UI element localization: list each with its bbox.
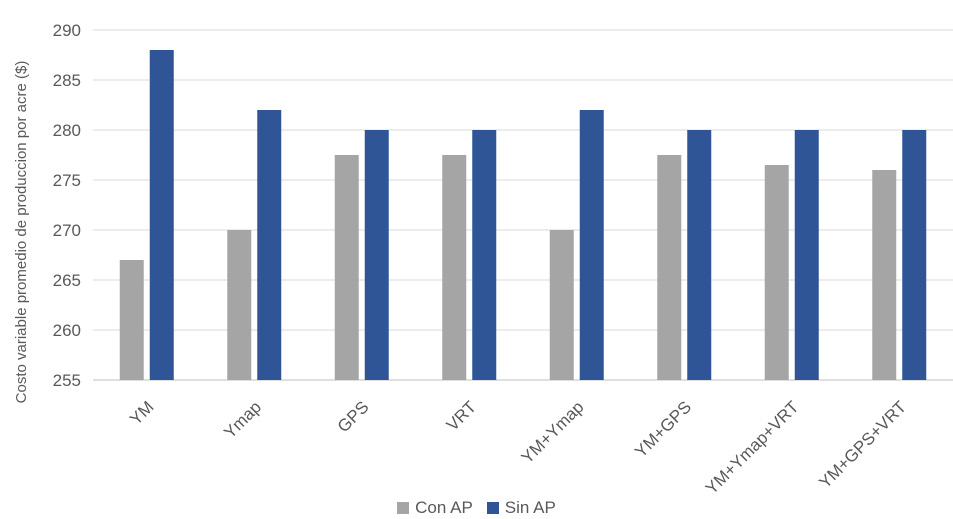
bar-con-ap-gps: [334, 155, 359, 380]
x-tick-label: YM+GPS+VRT: [815, 397, 910, 492]
legend-item-sin-ap: Sin AP: [486, 498, 556, 518]
bar-con-ap-ym-gps-vrt: [872, 170, 897, 380]
bar-con-ap-ym-ymap-vrt: [764, 165, 789, 380]
legend-label-con-ap: Con AP: [415, 498, 473, 517]
legend: Con AP Sin AP: [0, 497, 953, 519]
bar-sin-ap-gps: [364, 130, 389, 380]
y-axis-ticks: 255 260 265 270 275 280 285 290: [53, 21, 81, 390]
y-tick-label: 255: [53, 371, 81, 390]
x-tick-label: YM+Ymap: [518, 397, 588, 467]
y-tick-label: 265: [53, 271, 81, 290]
bar-sin-ap-ym: [149, 50, 174, 380]
y-axis-label: Costo variable promedio de produccion po…: [13, 61, 30, 404]
bar-sin-ap-ym-gps-vrt: [902, 130, 927, 380]
x-tick-label: YM: [126, 397, 157, 428]
bar-sin-ap-ym-ymap: [579, 110, 604, 380]
y-tick-label: 280: [53, 121, 81, 140]
bar-con-ap-vrt: [442, 155, 467, 380]
legend-swatch-sin-ap: [486, 502, 499, 514]
y-tick-label: 275: [53, 171, 81, 190]
bar-sin-ap-vrt: [472, 130, 497, 380]
x-tick-label: YM+Ymap+VRT: [702, 397, 803, 498]
bar-con-ap-ym: [119, 260, 144, 380]
bar-con-ap-ymap: [227, 230, 252, 380]
legend-item-con-ap: Con AP: [397, 498, 473, 518]
x-tick-label: YM+GPS: [631, 397, 695, 461]
x-tick-label: GPS: [334, 397, 373, 436]
x-tick-label: Ymap: [220, 397, 265, 442]
bar-sin-ap-ym-gps: [687, 130, 712, 380]
y-tick-label: 290: [53, 21, 81, 40]
y-tick-label: 260: [53, 321, 81, 340]
gridlines: [93, 29, 953, 381]
x-axis-ticks: YM Ymap GPS VRT YM+Ymap YM+GPS YM+Ymap+VRT YM+G…: [126, 397, 910, 498]
bar-sin-ap-ymap: [257, 110, 282, 380]
legend-swatch-con-ap: [397, 502, 410, 514]
legend-label-sin-ap: Sin AP: [504, 498, 556, 517]
bars: [119, 50, 927, 380]
bar-sin-ap-ym-ymap-vrt: [794, 130, 819, 380]
x-tick-label: VRT: [443, 397, 480, 434]
y-tick-label: 270: [53, 221, 81, 240]
y-tick-label: 285: [53, 71, 81, 90]
bar-con-ap-ym-ymap: [549, 230, 574, 380]
bar-con-ap-ym-gps: [657, 155, 682, 380]
